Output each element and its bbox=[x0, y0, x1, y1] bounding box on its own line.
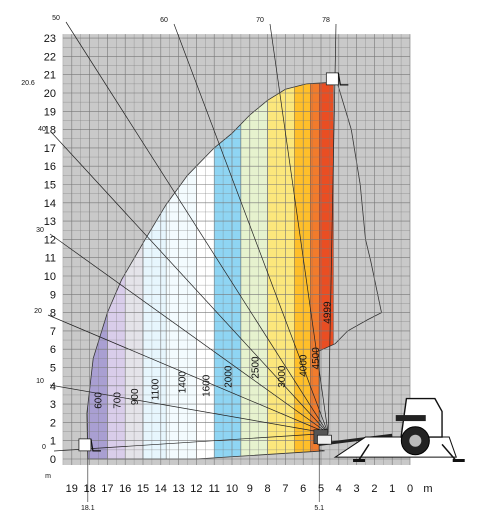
angle-label-50: 50 bbox=[52, 15, 60, 22]
fork-icon-low-box bbox=[78, 438, 92, 452]
x-tick-label: 11 bbox=[208, 483, 219, 495]
angle-line-30 bbox=[49, 233, 329, 434]
x-tick-label: 10 bbox=[226, 483, 238, 495]
y-tick-label: 11 bbox=[45, 253, 56, 265]
y-tick-label: 2 bbox=[50, 417, 56, 429]
x-tick-label: 14 bbox=[155, 483, 167, 495]
angle-label-70: 70 bbox=[256, 17, 264, 24]
zone-label-600: 600 bbox=[94, 392, 105, 409]
zone-label-2500: 2500 bbox=[250, 356, 261, 379]
machine-wheel-hub bbox=[409, 434, 422, 447]
zone-label-1600: 1600 bbox=[201, 374, 212, 397]
fork-icon-high-tines bbox=[337, 72, 349, 86]
y-tick-label: 14 bbox=[44, 198, 56, 210]
machine-boom-base bbox=[395, 415, 426, 422]
y-tick-label: 8 bbox=[50, 308, 56, 320]
load-zone-2500 bbox=[240, 82, 268, 459]
zone-label-3000: 3000 bbox=[277, 365, 288, 388]
angle-line-10 bbox=[49, 384, 329, 434]
x-unit-label: m bbox=[423, 483, 432, 495]
y-unit-label: m bbox=[45, 473, 51, 480]
x-tick-label: 4 bbox=[336, 483, 342, 495]
y-tick-label: 7 bbox=[50, 326, 56, 338]
stabilizer-front bbox=[357, 443, 370, 462]
angle-line-0 bbox=[53, 433, 329, 452]
angle-label-20: 20 bbox=[34, 308, 42, 315]
zone-label-4000: 4000 bbox=[298, 354, 309, 377]
y-tick-label: 22 bbox=[44, 51, 56, 63]
angle-line-50 bbox=[65, 21, 329, 434]
angle-label-40: 40 bbox=[38, 126, 46, 133]
load-zone-4500 bbox=[310, 82, 320, 459]
zone-label-2000: 2000 bbox=[224, 365, 235, 388]
y-tick-label: 6 bbox=[50, 344, 56, 356]
stabilizer-pad-rear bbox=[452, 459, 465, 462]
y-tick-label: 1 bbox=[50, 436, 56, 448]
y-tick-label: 13 bbox=[44, 216, 56, 228]
zone-label-900: 900 bbox=[130, 388, 141, 405]
y-tick-label: 20 bbox=[44, 88, 56, 100]
angle-label-30: 30 bbox=[36, 227, 44, 234]
stabilizer-rear bbox=[441, 443, 457, 462]
machine-fork-box bbox=[317, 434, 332, 445]
y-tick-label: 3 bbox=[50, 399, 56, 411]
y-tick-label: 4 bbox=[50, 381, 56, 393]
fork-carriage-icons bbox=[78, 72, 349, 452]
x-tick-label: 19 bbox=[66, 483, 78, 495]
angle-label-10: 10 bbox=[36, 378, 44, 385]
y-tick-label: 19 bbox=[44, 106, 56, 118]
x-tick-label: 17 bbox=[101, 483, 113, 495]
angle-line-78 bbox=[327, 23, 337, 434]
zone-label-1100: 1100 bbox=[151, 378, 162, 400]
y-tick-label: 17 bbox=[44, 143, 56, 155]
x-tick-label: 15 bbox=[137, 483, 149, 495]
y-tick-label: 21 bbox=[44, 70, 56, 82]
x-tick-label: 0 bbox=[407, 483, 413, 495]
x-tick-label: 5 bbox=[318, 483, 324, 495]
load-envelope-outline bbox=[86, 81, 382, 460]
y-tick-label: 12 bbox=[44, 234, 56, 246]
reach-mark-5.1: 5.1 bbox=[314, 505, 324, 512]
angle-label-78: 78 bbox=[322, 17, 330, 24]
y-tick-label: 18 bbox=[44, 125, 56, 137]
zone-label-1400: 1400 bbox=[177, 371, 188, 394]
x-tick-label: 1 bbox=[389, 483, 395, 495]
zone-label-4999: 4999 bbox=[322, 301, 333, 324]
y-tick-label: 23 bbox=[44, 33, 56, 45]
y-tick-label: 10 bbox=[44, 271, 56, 283]
y-tick-label: 5 bbox=[50, 363, 56, 375]
x-tick-label: 9 bbox=[247, 483, 253, 495]
x-tick-label: 2 bbox=[371, 483, 377, 495]
reach-mark-18.1: 18.1 bbox=[81, 505, 95, 512]
angle-line-40 bbox=[51, 132, 329, 434]
y-tick-label: 0 bbox=[50, 454, 56, 466]
x-tick-label: 12 bbox=[190, 483, 202, 495]
angle-label-0: 0 bbox=[42, 444, 46, 451]
fork-icon-high-box bbox=[325, 72, 339, 86]
x-tick-label: 7 bbox=[282, 483, 288, 495]
angle-label-60: 60 bbox=[160, 17, 168, 24]
x-tick-label: 18 bbox=[83, 483, 95, 495]
angle-line-70 bbox=[269, 23, 329, 434]
angle-line-60 bbox=[173, 23, 329, 434]
x-tick-label: 6 bbox=[300, 483, 306, 495]
y-tick-label: 15 bbox=[44, 180, 56, 192]
y-tick-label: 16 bbox=[44, 161, 56, 173]
x-tick-label: 16 bbox=[119, 483, 131, 495]
x-tick-label: 3 bbox=[354, 483, 360, 495]
zone-label-4500: 4500 bbox=[311, 347, 322, 370]
height-mark-20.6: 20.6 bbox=[21, 80, 35, 87]
x-tick-label: 8 bbox=[265, 483, 271, 495]
x-tick-label: 13 bbox=[172, 483, 184, 495]
stabilizer-pad-front bbox=[353, 459, 366, 462]
boom-angle-lines bbox=[47, 21, 337, 502]
angle-line-20 bbox=[47, 314, 329, 434]
zone-label-700: 700 bbox=[112, 392, 123, 409]
fork-icon-low-tines bbox=[90, 438, 101, 452]
telehandler-machine bbox=[313, 397, 465, 462]
y-tick-label: 9 bbox=[50, 289, 56, 301]
